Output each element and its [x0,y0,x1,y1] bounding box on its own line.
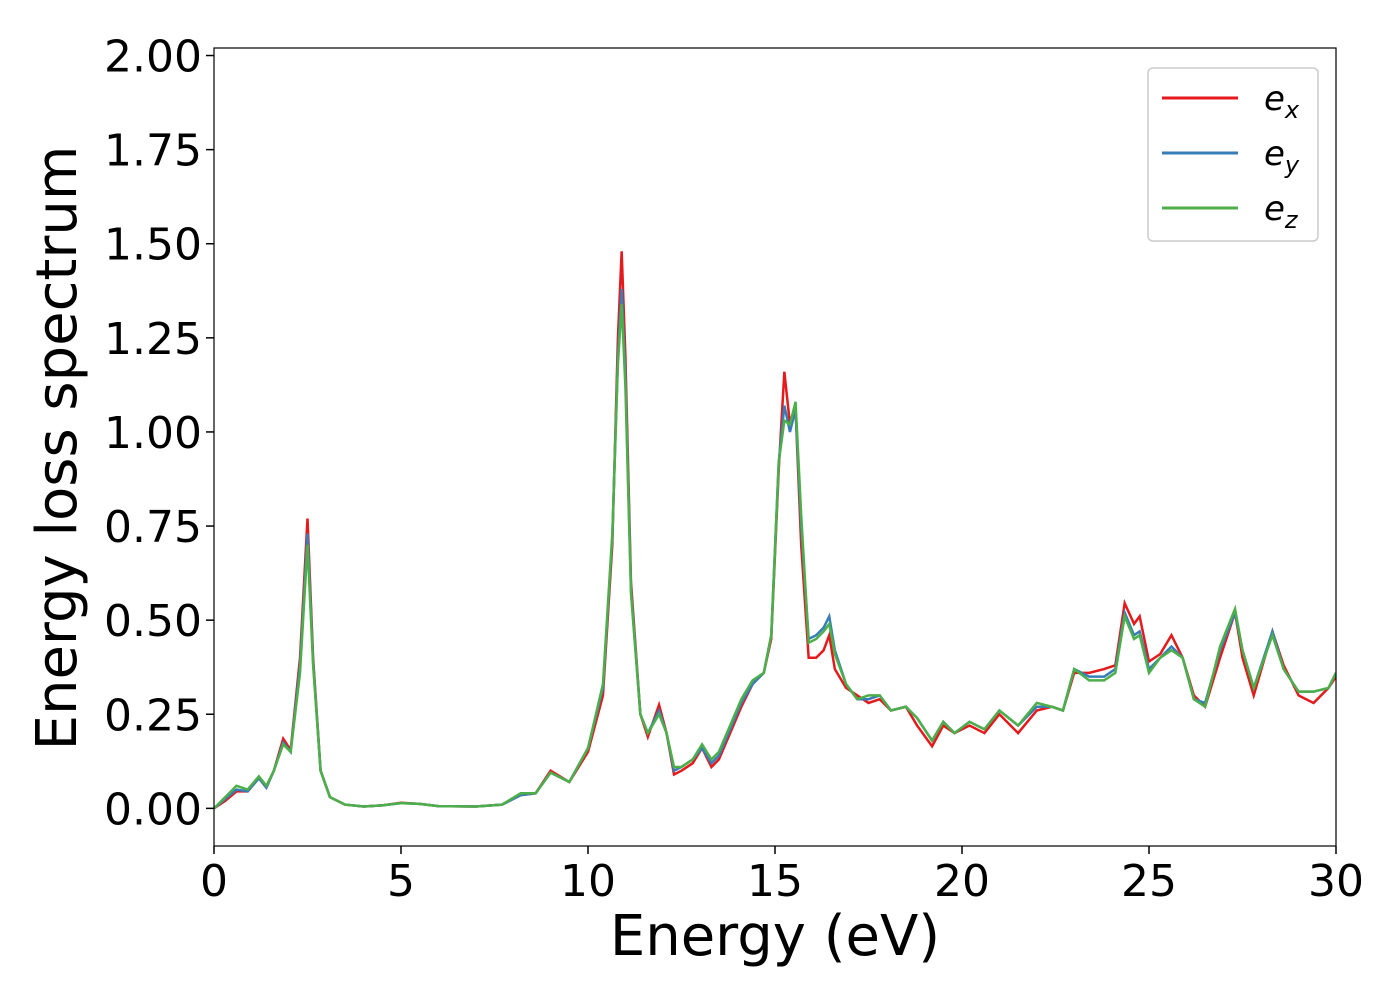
x-tick-label: 0 [200,856,228,907]
x-tick-label: 20 [934,856,990,907]
y-tick-label: 0.75 [104,502,202,553]
plot-frame [213,47,1337,847]
y-tick-label: 1.50 [104,220,202,271]
y-tick-label: 2.00 [104,32,202,83]
x-tick-label: 5 [387,856,415,907]
y-tick-label: 0.25 [104,690,202,741]
x-tick-label: 30 [1308,856,1364,907]
x-tick-label: 15 [747,856,803,907]
x-axis-label: Energy (eV) [610,904,940,969]
series-line [214,303,1336,810]
legend-label: ey [1264,134,1300,179]
x-tick-label: 10 [560,856,616,907]
legend-label: ex [1264,79,1300,124]
y-axis-label: Energy loss spectrum [25,146,90,751]
y-tick-label: 1.75 [104,126,202,177]
x-tick-label: 25 [1121,856,1177,907]
legend-label: ez [1264,189,1299,234]
y-tick-label: 0.50 [104,596,202,647]
y-tick-label: 0.00 [104,784,202,835]
y-tick-label: 1.25 [104,314,202,365]
y-tick-label: 1.00 [104,408,202,459]
